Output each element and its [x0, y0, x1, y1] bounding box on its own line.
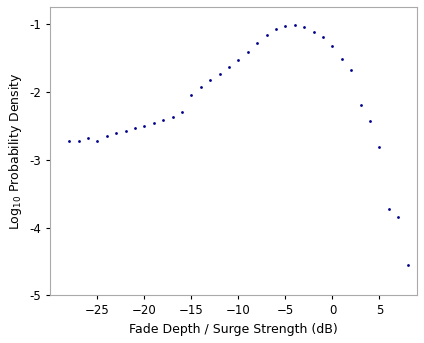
X-axis label: Fade Depth / Surge Strength (dB): Fade Depth / Surge Strength (dB) [129, 323, 338, 336]
Y-axis label: Log$_{10}$ Probability Density: Log$_{10}$ Probability Density [7, 72, 24, 230]
